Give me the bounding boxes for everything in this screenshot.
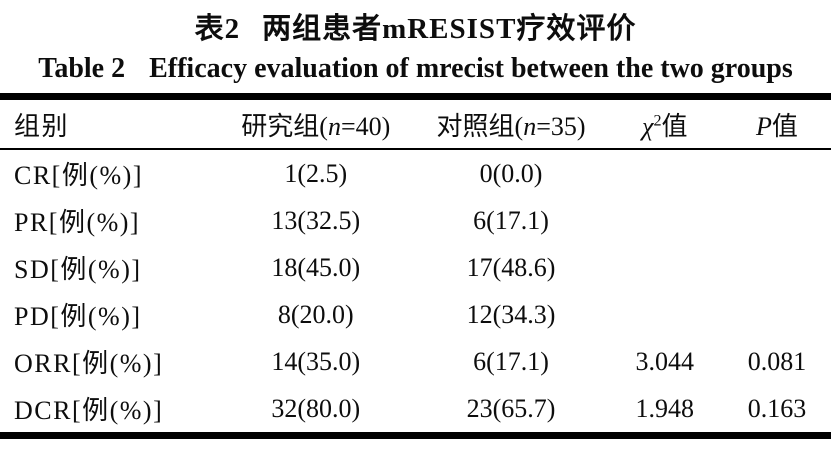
header-study-pre: 研究组( bbox=[241, 111, 328, 141]
study-value: 13(32.5) bbox=[271, 205, 361, 235]
row-label: ORR[例(%)] bbox=[14, 349, 164, 378]
chi-value bbox=[607, 197, 723, 244]
row-label: DCR[例(%)] bbox=[14, 396, 164, 425]
study-value: 32(80.0) bbox=[271, 393, 361, 423]
p-value bbox=[723, 244, 831, 291]
study-value: 1(2.5) bbox=[284, 158, 348, 188]
chi-value bbox=[607, 149, 723, 197]
p-value bbox=[723, 197, 831, 244]
chi-value bbox=[607, 291, 723, 338]
header-p-value: P值 bbox=[723, 97, 831, 150]
header-control-pre: 对照组( bbox=[436, 111, 524, 141]
table-row-dcr: DCR[例(%)] 32(80.0) 23(65.7) 1.948 0.163 bbox=[0, 385, 831, 436]
header-study-post: =40) bbox=[340, 111, 391, 141]
chi-value: 3.044 bbox=[635, 346, 695, 376]
chi-label: 值 bbox=[661, 111, 688, 141]
efficacy-table: 组别 研究组(n=40) 对照组(n=35) χ2值 P值 CR[例(%)] 1… bbox=[0, 93, 831, 439]
chi-symbol: χ bbox=[642, 111, 654, 141]
chi-value bbox=[607, 244, 723, 291]
p-value bbox=[723, 149, 831, 197]
table-row-cr: CR[例(%)] 1(2.5) 0(0.0) bbox=[0, 149, 831, 197]
table-number-zh: 表2 bbox=[194, 13, 241, 45]
header-group: 组别 bbox=[14, 111, 70, 141]
header-study-n: n bbox=[327, 111, 341, 141]
table-title-en-text: Efficacy evaluation of mrecist between t… bbox=[149, 53, 793, 84]
control-value: 6(17.1) bbox=[473, 346, 549, 376]
table-title-chinese: 表2 两组患者mRESIST疗效评价 bbox=[0, 10, 831, 48]
header-study-group: 研究组(n=40) bbox=[216, 97, 415, 150]
table-number-en: Table 2 bbox=[38, 53, 126, 84]
chi-superscript: 2 bbox=[653, 111, 662, 129]
study-value: 14(35.0) bbox=[271, 346, 361, 376]
p-symbol: P bbox=[756, 111, 772, 141]
table-row-orr: ORR[例(%)] 14(35.0) 6(17.1) 3.044 0.081 bbox=[0, 338, 831, 385]
control-value: 23(65.7) bbox=[466, 393, 556, 423]
table-body: CR[例(%)] 1(2.5) 0(0.0) PR[例(%)] 13(32.5)… bbox=[0, 149, 831, 436]
p-value bbox=[723, 291, 831, 338]
table-row-sd: SD[例(%)] 18(45.0) 17(48.6) bbox=[0, 244, 831, 291]
table-title-zh-text: 两组患者mRESIST疗效评价 bbox=[262, 13, 637, 45]
table-header: 组别 研究组(n=40) 对照组(n=35) χ2值 P值 bbox=[0, 97, 831, 150]
study-value: 8(20.0) bbox=[277, 299, 354, 329]
control-value: 6(17.1) bbox=[473, 205, 549, 235]
study-value: 18(45.0) bbox=[271, 252, 361, 282]
header-control-group: 对照组(n=35) bbox=[415, 97, 606, 150]
row-label: PD[例(%)] bbox=[14, 302, 142, 331]
chi-value: 1.948 bbox=[635, 393, 695, 423]
p-value: 0.081 bbox=[747, 346, 807, 376]
control-value: 17(48.6) bbox=[466, 252, 556, 282]
row-label: CR[例(%)] bbox=[14, 161, 143, 190]
p-label: 值 bbox=[771, 111, 798, 141]
table-row-pd: PD[例(%)] 8(20.0) 12(34.3) bbox=[0, 291, 831, 338]
header-control-n: n bbox=[523, 111, 537, 141]
control-value: 0(0.0) bbox=[479, 158, 543, 188]
p-value: 0.163 bbox=[747, 393, 807, 423]
control-value: 12(34.3) bbox=[466, 299, 556, 329]
header-control-post: =35) bbox=[536, 111, 586, 141]
header-row: 组别 研究组(n=40) 对照组(n=35) χ2值 P值 bbox=[0, 97, 831, 150]
row-label: PR[例(%)] bbox=[14, 208, 141, 237]
table-title-english: Table 2 Efficacy evaluation of mrecist be… bbox=[0, 48, 831, 90]
table-row-pr: PR[例(%)] 13(32.5) 6(17.1) bbox=[0, 197, 831, 244]
row-label: SD[例(%)] bbox=[14, 255, 142, 284]
header-chi-square: χ2值 bbox=[607, 97, 723, 150]
